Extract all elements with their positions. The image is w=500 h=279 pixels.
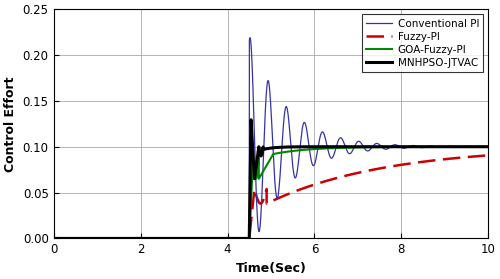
- GOA-Fuzzy-PI: [302, 148, 308, 151]
- Conventional PI: [458, 145, 464, 149]
- Y-axis label: Control Effort: Control Effort: [4, 76, 17, 172]
- Fuzzy-PI: [458, 156, 464, 159]
- Fuzzy-PI: [486, 154, 492, 157]
- Fuzzy-PI: [50, 237, 56, 240]
- Conventional PI: [486, 145, 492, 148]
- Fuzzy-PI: [274, 197, 280, 200]
- Conventional PI: [274, 196, 280, 199]
- Conventional PI: [50, 237, 56, 240]
- Conventional PI: [154, 237, 160, 240]
- MNHPSO-JTVAC: [486, 145, 492, 148]
- Line: GOA-Fuzzy-PI: GOA-Fuzzy-PI: [54, 147, 488, 239]
- GOA-Fuzzy-PI: [458, 145, 464, 148]
- GOA-Fuzzy-PI: [327, 146, 333, 150]
- Conventional PI: [452, 145, 458, 149]
- GOA-Fuzzy-PI: [50, 237, 56, 240]
- Line: Conventional PI: Conventional PI: [54, 38, 488, 239]
- X-axis label: Time(Sec): Time(Sec): [236, 262, 306, 275]
- Conventional PI: [327, 155, 333, 158]
- MNHPSO-JTVAC: [248, 118, 254, 121]
- MNHPSO-JTVAC: [274, 146, 280, 149]
- GOA-Fuzzy-PI: [452, 145, 458, 148]
- GOA-Fuzzy-PI: [154, 237, 160, 240]
- Conventional PI: [247, 36, 253, 39]
- Fuzzy-PI: [327, 178, 333, 182]
- MNHPSO-JTVAC: [154, 237, 160, 240]
- GOA-Fuzzy-PI: [486, 145, 492, 148]
- MNHPSO-JTVAC: [302, 145, 308, 148]
- Conventional PI: [302, 121, 308, 124]
- Line: Fuzzy-PI: Fuzzy-PI: [54, 155, 488, 239]
- MNHPSO-JTVAC: [458, 145, 464, 148]
- Fuzzy-PI: [452, 157, 458, 160]
- Legend: Conventional PI, Fuzzy-PI, GOA-Fuzzy-PI, MNHPSO-JTVAC: Conventional PI, Fuzzy-PI, GOA-Fuzzy-PI,…: [362, 15, 483, 72]
- MNHPSO-JTVAC: [327, 145, 333, 148]
- MNHPSO-JTVAC: [50, 237, 56, 240]
- Line: MNHPSO-JTVAC: MNHPSO-JTVAC: [54, 120, 488, 239]
- Fuzzy-PI: [302, 186, 308, 189]
- GOA-Fuzzy-PI: [274, 151, 280, 155]
- Fuzzy-PI: [154, 237, 160, 240]
- MNHPSO-JTVAC: [452, 145, 458, 148]
